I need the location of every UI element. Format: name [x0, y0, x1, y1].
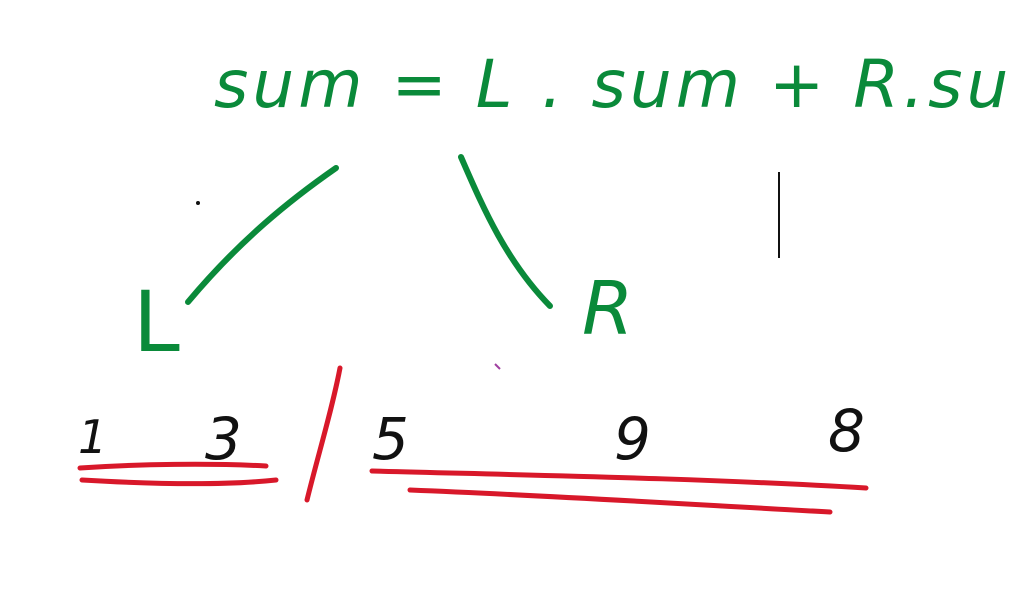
number-item: 5 [372, 405, 409, 473]
right-underline-2 [407, 487, 833, 515]
left-node-label: L [133, 273, 180, 371]
number-item: 9 [614, 405, 651, 473]
right-node-label: R [582, 266, 634, 352]
right-branch-line [458, 154, 553, 309]
stray-mark [494, 363, 501, 370]
right-underline-1 [369, 468, 869, 491]
left-underline-2 [79, 477, 279, 487]
number-item: 3 [205, 405, 242, 473]
number-item: 1 [78, 410, 108, 464]
stray-dot [196, 201, 200, 205]
number-item: 8 [828, 397, 865, 465]
divider-slash [304, 365, 343, 503]
left-underline-1 [77, 461, 269, 471]
sum-formula: sum = L . sum + R.sum [214, 46, 1011, 123]
left-branch-line [185, 165, 339, 305]
